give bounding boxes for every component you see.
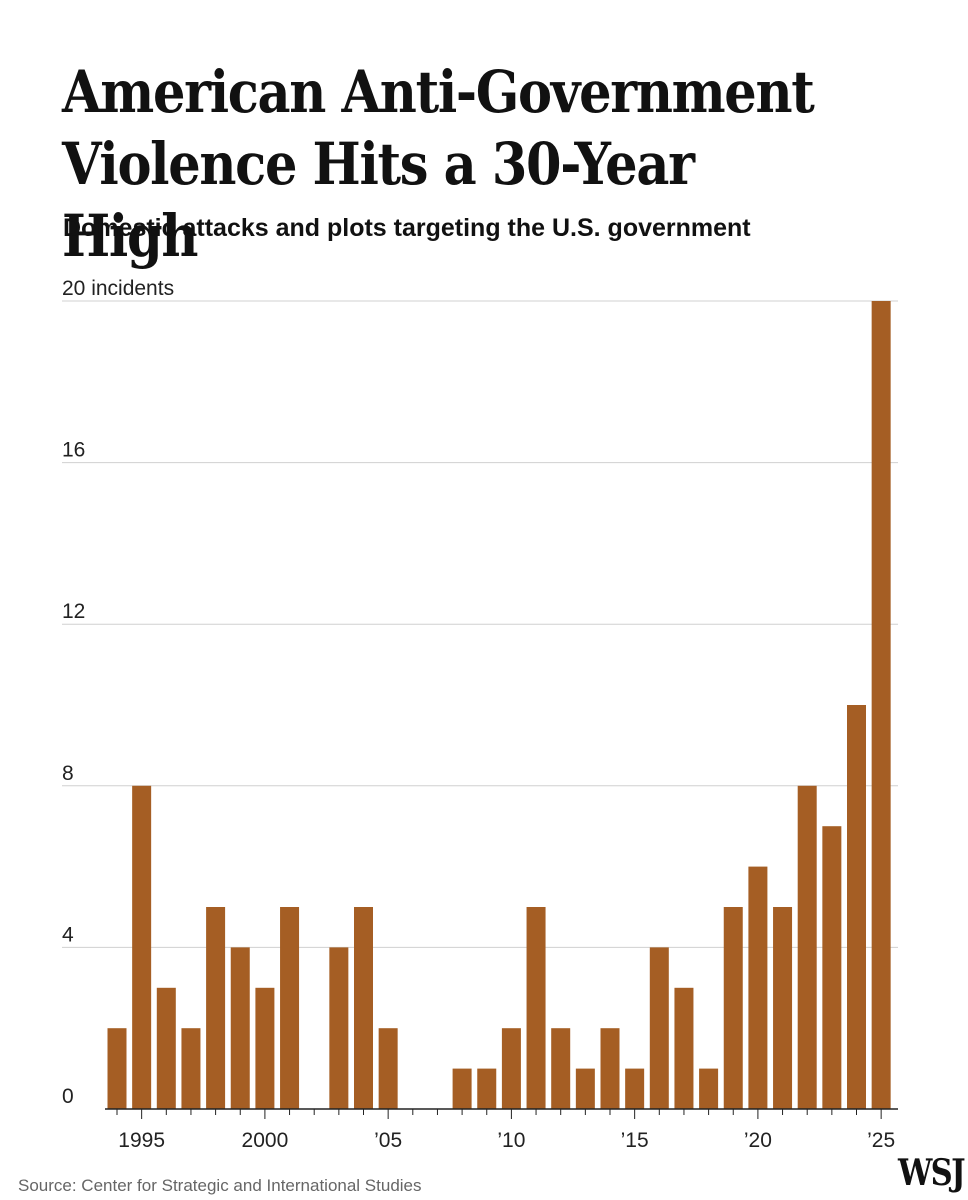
y-tick-label-1: 4 [62,923,74,946]
bar-2015 [625,1068,645,1109]
bar-chart: 0 4 8 12 16 20 incidents 1995 2000 ’05 ’10 ’15 ’20 ’… [62,277,898,1152]
y-tick-label-4: 16 [62,439,85,462]
tick-labels: 0 4 8 12 16 20 incidents 1995 2000 ’05 ’10 ’15 ’20 ’… [62,277,895,1152]
bar-2009 [477,1068,497,1109]
bar-2001 [280,907,300,1109]
bar-2010 [501,1028,521,1109]
x-tick-label-5: ’20 [744,1129,772,1152]
bar-1994 [107,1028,127,1109]
y-tick-label-3: 12 [62,600,85,623]
wsj-logo: WSJ [898,1152,966,1194]
bar-2019 [723,907,743,1109]
bar-2021 [773,907,793,1109]
y-tick-label-5: 20 incidents [62,277,174,300]
bars [107,301,891,1109]
x-tick-label-0: 1995 [118,1129,165,1152]
x-tick-label-1: 2000 [242,1129,289,1152]
bar-2005 [378,1028,398,1109]
bar-2018 [699,1068,719,1109]
bar-2017 [674,987,694,1109]
y-tick-label-0: 0 [62,1085,74,1108]
bar-2020 [748,866,768,1109]
chart-subtitle: Domestic attacks and plots targeting the… [63,214,751,242]
gridlines [62,300,898,948]
bar-2014 [600,1028,620,1109]
bar-2024 [847,705,866,1109]
bar-2022 [797,785,817,1109]
bar-1999 [230,947,250,1109]
bar-1996 [156,987,176,1109]
bar-2016 [649,947,669,1109]
bar-2023 [822,826,842,1109]
bar-2000 [255,987,275,1109]
bar-2013 [575,1068,595,1109]
bar-2004 [354,907,373,1109]
bar-2012 [551,1028,571,1109]
chart-title: American Anti-Government Violence Hits a… [62,58,815,270]
bar-1997 [181,1028,201,1109]
bar-1995 [132,785,152,1109]
bar-2003 [329,947,349,1109]
bar-2025 [871,301,891,1109]
x-axis [105,1108,898,1119]
bar-2008 [452,1068,472,1109]
x-tick-label-4: ’15 [621,1129,649,1152]
y-tick-label-2: 8 [62,762,74,785]
x-tick-label-3: ’10 [497,1129,525,1152]
x-tick-label-2: ’05 [374,1129,402,1152]
source-note: Source: Center for Strategic and Interna… [18,1176,422,1195]
bar-2011 [526,907,546,1109]
bar-1998 [206,907,226,1109]
x-tick-label-6: ’25 [867,1129,895,1152]
